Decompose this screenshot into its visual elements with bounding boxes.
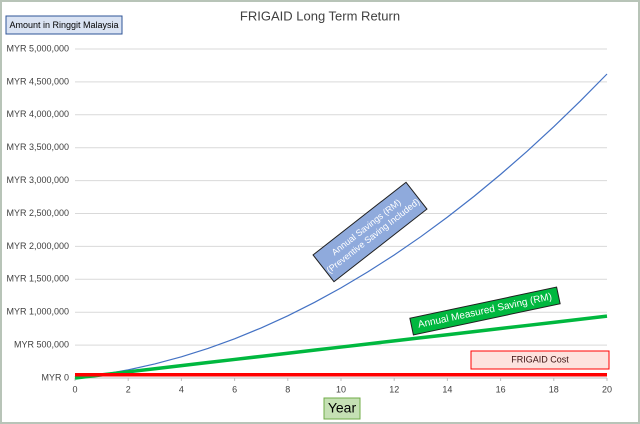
y-tick-label: MYR 0	[41, 372, 69, 382]
y-tick-label: MYR 500,000	[14, 339, 69, 349]
y-tick-label: MYR 1,000,000	[6, 307, 69, 317]
x-tick-label: 18	[549, 384, 559, 394]
y-tick-label: MYR 4,000,000	[6, 109, 69, 119]
x-tick-label: 12	[389, 384, 399, 394]
series-label-text: FRIGAID Cost	[511, 354, 569, 364]
y-label-box	[5, 15, 123, 35]
x-tick-label: 6	[232, 384, 237, 394]
x-label-box	[323, 397, 361, 420]
y-tick-label: MYR 1,500,000	[6, 274, 69, 284]
x-tick-label: 8	[285, 384, 290, 394]
x-tick-label: 4	[179, 384, 184, 394]
y-tick-label: MYR 4,500,000	[6, 76, 69, 86]
series-line	[74, 314, 608, 380]
x-tick-label: 2	[126, 384, 131, 394]
series-line	[74, 73, 608, 379]
series-label-box	[409, 286, 561, 336]
x-tick-label: 20	[602, 384, 612, 394]
x-tick-label: 14	[442, 384, 452, 394]
x-tick-label: 0	[72, 384, 77, 394]
y-tick-label: MYR 3,000,000	[6, 175, 69, 185]
series-label-box	[312, 181, 428, 283]
series-label: FRIGAID Cost	[470, 350, 610, 370]
chart-title: FRIGAID Long Term Return	[240, 8, 400, 23]
y-tick-label: MYR 2,000,000	[6, 241, 69, 251]
y-tick-label: MYR 3,500,000	[6, 142, 69, 152]
x-tick-label: 16	[496, 384, 506, 394]
x-axis-label: Year	[328, 400, 357, 416]
y-tick-label: MYR 5,000,000	[6, 43, 69, 53]
x-tick-label: 10	[336, 384, 346, 394]
y-tick-label: MYR 2,500,000	[6, 208, 69, 218]
series-label-box	[470, 350, 610, 370]
y-axis-label: Amount in Ringgit Malaysia	[9, 20, 118, 30]
